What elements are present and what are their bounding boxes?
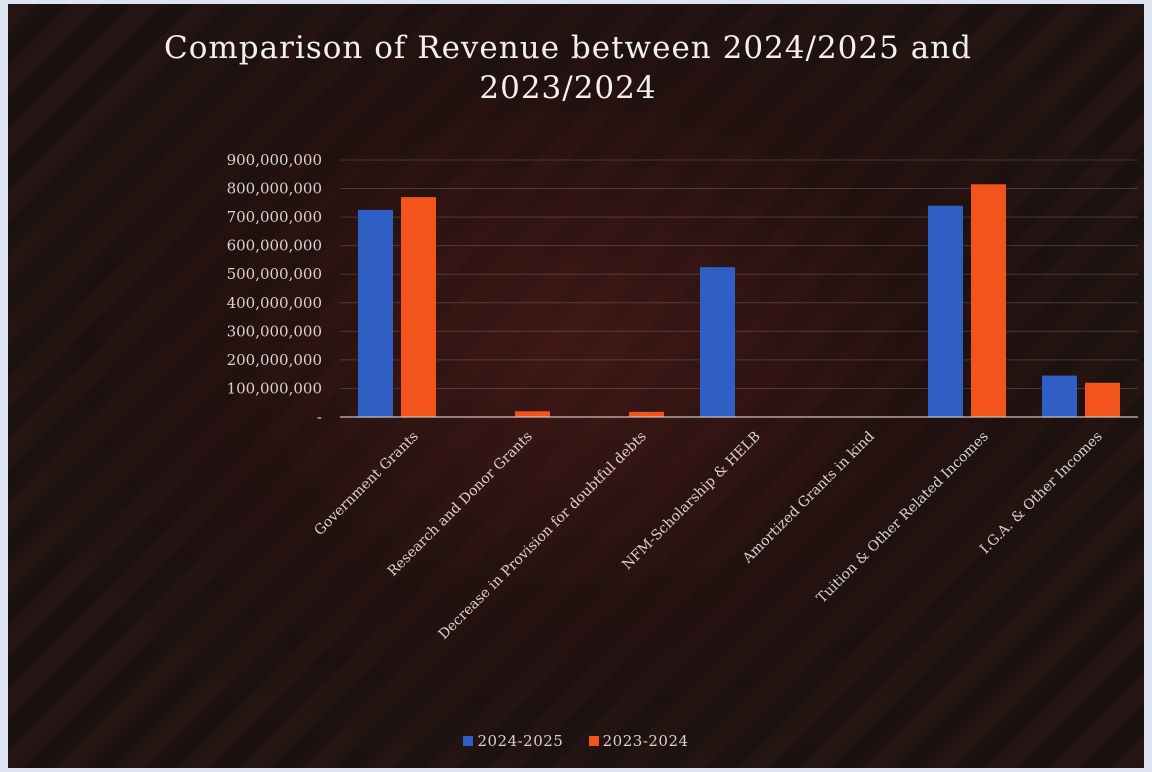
bar-2024-2025-6: [928, 205, 963, 417]
gridlines: [340, 159, 1138, 389]
bar-2023-2024-6: [971, 184, 1006, 417]
x-category-label: Decrease in Provision for doubtful debts: [436, 429, 650, 643]
bar-2023-2024-7: [1085, 382, 1120, 417]
y-tick-label: 700,000,000: [227, 208, 322, 226]
bar-2024-2025-4: [700, 267, 735, 417]
x-category-label: I.G.A. & Other Incomes: [977, 429, 1106, 558]
legend-item-series-1: 2024-2025: [463, 732, 563, 750]
y-tick-label: 400,000,000: [227, 294, 322, 312]
y-tick-label: -: [317, 408, 322, 426]
legend-item-series-2: 2023-2024: [588, 732, 689, 750]
bar-chart: - 100,000,000 200,000,000 300,000,000 400,00…: [227, 151, 1138, 643]
bar-2023-2024-3: [629, 411, 664, 417]
y-tick-label: 300,000,000: [227, 322, 322, 340]
legend: 2024-2025 2023-2024: [8, 732, 1144, 750]
y-tick-label: 800,000,000: [227, 180, 322, 198]
y-axis-ticks: - 100,000,000 200,000,000 300,000,000 400,00…: [227, 151, 322, 426]
bar-2024-2025-7: [1042, 375, 1077, 417]
y-tick-label: 500,000,000: [227, 265, 322, 283]
x-category-label: Amortized Grants in kind: [739, 428, 878, 567]
y-tick-label: 900,000,000: [227, 151, 322, 169]
legend-label-series-2: 2023-2024: [602, 732, 689, 750]
legend-swatch-series-2: [588, 736, 599, 746]
y-tick-label: 100,000,000: [227, 379, 322, 397]
bars: [358, 184, 1120, 417]
chart-title: Comparison of Revenue between 2024/2025 …: [98, 28, 1038, 108]
x-category-label: NFM-Scholarship & HELB: [619, 429, 764, 574]
chart-frame: Comparison of Revenue between 2024/2025 …: [8, 4, 1144, 768]
y-tick-label: 600,000,000: [227, 237, 322, 255]
legend-swatch-series-1: [463, 736, 474, 746]
chart-title-line-1: Comparison of Revenue between 2024/2025 …: [164, 30, 972, 66]
y-tick-label: 200,000,000: [227, 351, 322, 369]
bar-2023-2024-2: [515, 411, 550, 417]
legend-label-series-1: 2024-2025: [477, 732, 564, 750]
x-category-label: Government Grants: [311, 429, 421, 539]
bar-2023-2024-1: [401, 197, 436, 417]
chart-title-line-2: 2023/2024: [479, 70, 657, 106]
bar-2024-2025-1: [358, 209, 393, 417]
